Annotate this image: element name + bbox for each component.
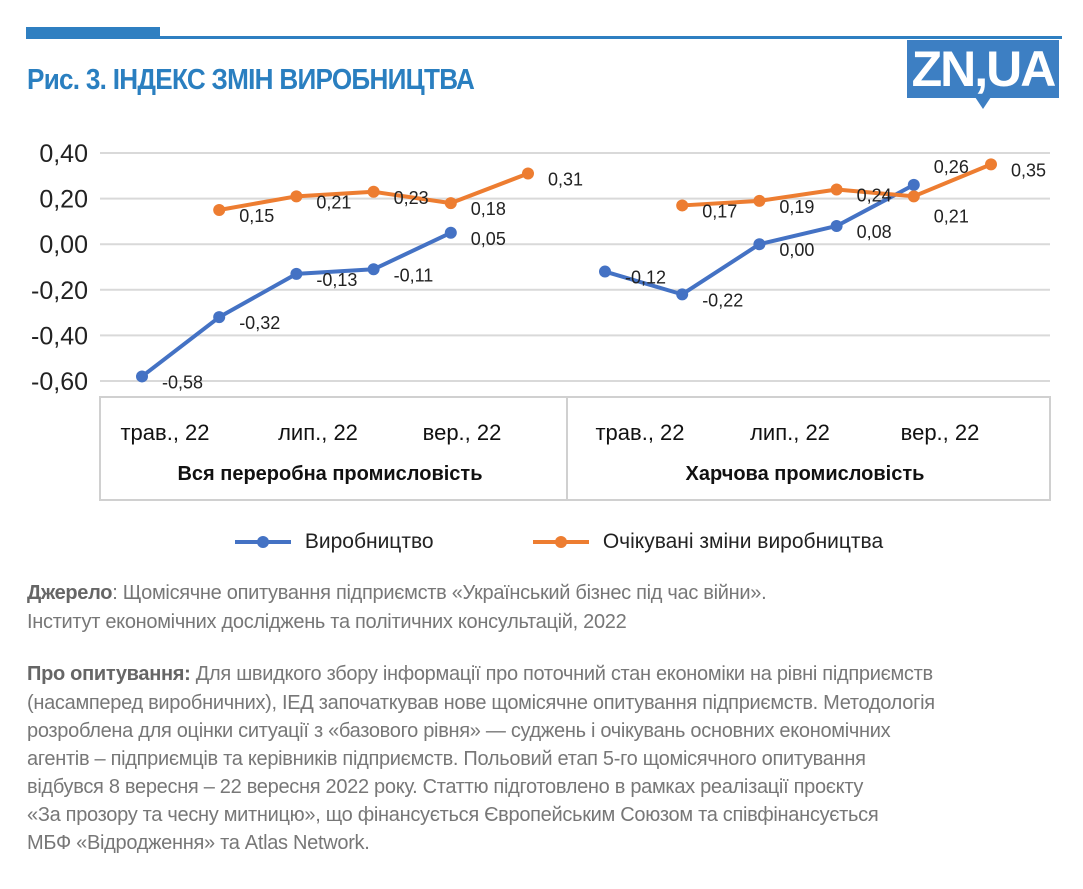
data-point <box>830 183 843 196</box>
data-label: 0,24 <box>857 185 892 205</box>
group-label: Вся переробна промисловість <box>177 463 482 485</box>
data-point <box>907 190 920 203</box>
about-text: Для швидкого збору інформації про поточн… <box>190 663 933 685</box>
data-label: 0,21 <box>934 206 969 226</box>
x-tick-label: трав., 22 <box>120 420 209 445</box>
data-label: 0,26 <box>934 157 969 177</box>
source-text: : Щомісячне опитування підприємств «Укра… <box>112 582 767 604</box>
y-tick-label: 0,20 <box>39 186 88 214</box>
data-point <box>676 199 689 212</box>
data-label: -0,32 <box>239 313 280 333</box>
x-tick-label: трав., 22 <box>595 420 684 445</box>
data-label: 0,35 <box>1011 160 1046 180</box>
data-point <box>599 265 611 278</box>
chart-title: Рис. 3. ІНДЕКС ЗМІН ВИРОБНИЦТВА <box>27 64 475 96</box>
legend-label: Виробництво <box>304 530 434 553</box>
data-label: 0,18 <box>471 199 506 219</box>
about-line-5: відбувся 8 вересня – 22 вересня 2022 рок… <box>27 776 864 798</box>
data-point <box>830 219 843 232</box>
x-tick-label: лип., 22 <box>278 420 358 445</box>
header-rule <box>26 36 1062 39</box>
legend-marker-blue <box>235 536 291 549</box>
source-line-1: Джерело: Щомісячне опитування підприємст… <box>27 582 767 605</box>
legend-label: Очікувані зміни виробництва <box>602 530 884 553</box>
legend-item-expected: Очікувані зміни виробництва <box>533 530 883 554</box>
category-axis-box <box>99 396 1051 501</box>
data-point <box>522 167 534 180</box>
about-line-4: агентів – підприємців та керівників підп… <box>27 748 866 770</box>
data-point <box>676 288 689 301</box>
data-point <box>367 263 380 276</box>
data-label: 0,23 <box>394 188 429 208</box>
x-tick-label: вер., 22 <box>901 420 980 445</box>
data-label: 0,21 <box>316 192 351 212</box>
logo-tail <box>975 97 991 109</box>
data-point <box>290 190 303 203</box>
data-label: 0,17 <box>702 201 737 221</box>
about-line-1: Про опитування: Для швидкого збору інфор… <box>27 663 933 686</box>
data-label: 0,31 <box>548 170 583 190</box>
legend-marker-orange <box>533 536 589 549</box>
y-tick-label: 0,40 <box>39 140 88 168</box>
series-line <box>140 230 452 379</box>
data-point <box>367 185 380 198</box>
source-label: Джерело <box>27 582 113 604</box>
data-point <box>213 311 226 324</box>
data-point <box>444 197 457 210</box>
about-line-2: (насамперед виробничних), ІЕД започаткув… <box>27 692 935 714</box>
x-tick-label: лип., 22 <box>750 420 830 445</box>
data-point <box>136 370 148 383</box>
y-tick-label: 0,00 <box>39 231 88 259</box>
data-point <box>444 226 457 239</box>
about-line-3: розроблена для оцінки ситуації з «базово… <box>27 720 891 742</box>
data-label: -0,58 <box>162 372 203 392</box>
data-point <box>753 238 766 251</box>
y-tick-label: -0,20 <box>31 277 88 305</box>
about-line-6: «За прозору та чесну митницю», що фінанс… <box>27 804 879 826</box>
line-chart: 0,40 0,20 0,00 -0,20 -0,40 -0,60 трав., 22 лип.… <box>31 140 1051 501</box>
data-point <box>753 194 766 207</box>
legend-item-production: Виробництво <box>235 530 434 554</box>
data-label: 0,08 <box>857 222 892 242</box>
data-label: -0,22 <box>702 290 743 310</box>
y-tick-label: -0,60 <box>31 368 88 396</box>
about-line-7: МБФ «Відродження» та Atlas Network. <box>27 832 370 854</box>
data-point <box>907 178 920 191</box>
data-label: -0,13 <box>316 270 357 290</box>
x-tick-label: вер., 22 <box>423 420 502 445</box>
about-label: Про опитування: <box>27 663 191 685</box>
data-label: 0,05 <box>471 229 506 249</box>
y-tick-label: -0,40 <box>31 322 88 350</box>
data-label: 0,00 <box>779 240 814 260</box>
source-line-2: Інститут економічних досліджень та політ… <box>27 611 627 633</box>
data-point <box>213 204 226 216</box>
data-label: -0,12 <box>625 268 666 288</box>
data-point <box>985 158 997 171</box>
data-label: 0,19 <box>779 197 814 217</box>
data-label: 0,15 <box>239 206 274 226</box>
zn-ua-logo: ZN,UA <box>907 40 1059 98</box>
data-label: -0,11 <box>394 265 434 285</box>
group-label: Харчова промисловість <box>686 463 925 485</box>
data-point <box>290 267 303 280</box>
